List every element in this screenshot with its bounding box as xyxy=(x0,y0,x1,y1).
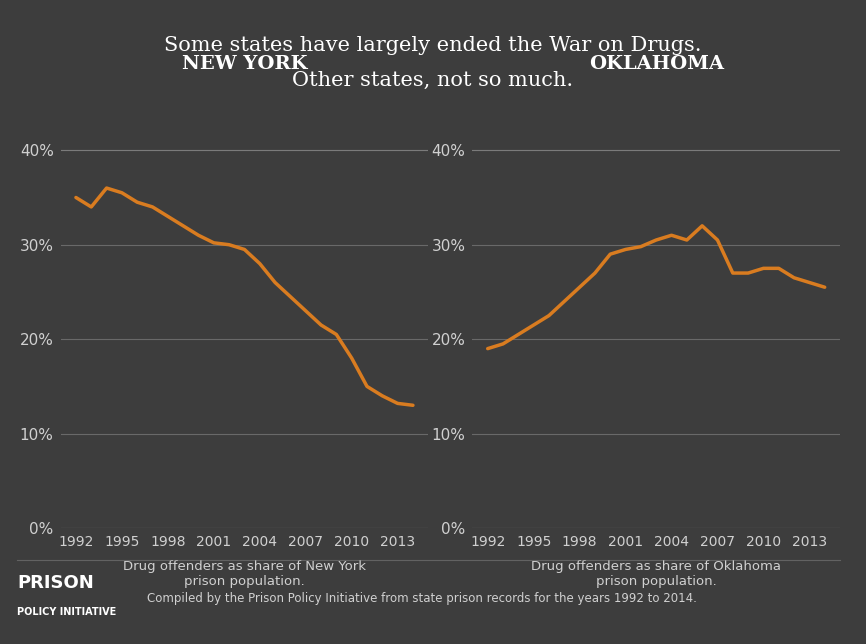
Text: OKLAHOMA: OKLAHOMA xyxy=(589,55,724,73)
X-axis label: Drug offenders as share of Oklahoma
prison population.: Drug offenders as share of Oklahoma pris… xyxy=(531,560,781,588)
Text: PRISON: PRISON xyxy=(17,574,94,592)
Text: Compiled by the Prison Policy Initiative from state prison records for the years: Compiled by the Prison Policy Initiative… xyxy=(147,592,697,605)
Text: Other states, not so much.: Other states, not so much. xyxy=(293,71,573,90)
Text: Some states have largely ended the War on Drugs.: Some states have largely ended the War o… xyxy=(165,35,701,55)
Text: POLICY INITIATIVE: POLICY INITIATIVE xyxy=(17,607,117,617)
X-axis label: Drug offenders as share of New York
prison population.: Drug offenders as share of New York pris… xyxy=(123,560,366,588)
Text: NEW YORK: NEW YORK xyxy=(182,55,307,73)
